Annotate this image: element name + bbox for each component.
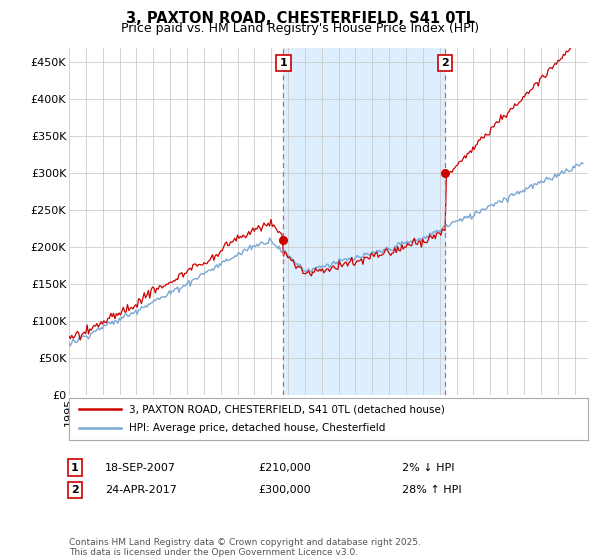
Text: 1: 1 — [280, 58, 287, 68]
Text: HPI: Average price, detached house, Chesterfield: HPI: Average price, detached house, Ches… — [128, 423, 385, 433]
Text: 3, PAXTON ROAD, CHESTERFIELD, S41 0TL (detached house): 3, PAXTON ROAD, CHESTERFIELD, S41 0TL (d… — [128, 404, 445, 414]
Text: 3, PAXTON ROAD, CHESTERFIELD, S41 0TL: 3, PAXTON ROAD, CHESTERFIELD, S41 0TL — [125, 11, 475, 26]
Text: £300,000: £300,000 — [258, 485, 311, 495]
Text: 28% ↑ HPI: 28% ↑ HPI — [402, 485, 461, 495]
Text: Contains HM Land Registry data © Crown copyright and database right 2025.
This d: Contains HM Land Registry data © Crown c… — [69, 538, 421, 557]
Text: 2: 2 — [441, 58, 449, 68]
Bar — [283, 48, 445, 395]
Text: Price paid vs. HM Land Registry's House Price Index (HPI): Price paid vs. HM Land Registry's House … — [121, 22, 479, 35]
Text: 2: 2 — [71, 485, 79, 495]
Text: 18-SEP-2007: 18-SEP-2007 — [105, 463, 176, 473]
Text: 1: 1 — [71, 463, 79, 473]
Text: 24-APR-2017: 24-APR-2017 — [105, 485, 177, 495]
Text: £210,000: £210,000 — [258, 463, 311, 473]
Text: 2% ↓ HPI: 2% ↓ HPI — [402, 463, 455, 473]
